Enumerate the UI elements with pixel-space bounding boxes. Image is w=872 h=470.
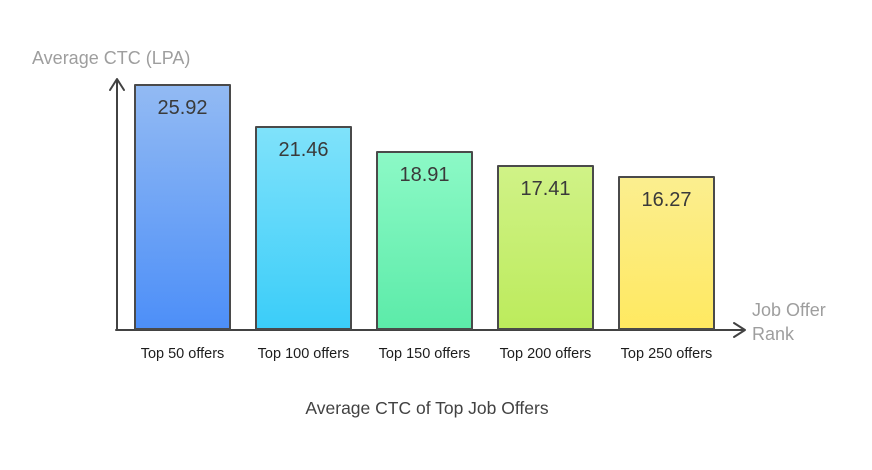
x-axis-title-line1: Job Offer xyxy=(752,300,826,320)
bar-top-200-offers: 17.41 xyxy=(497,165,594,330)
y-axis-title: Average CTC (LPA) xyxy=(32,48,191,68)
x-tick-label: Top 100 offers xyxy=(257,346,350,362)
x-tick-label: Top 150 offers xyxy=(378,346,471,362)
x-axis-title: Job Offer Rank xyxy=(752,298,826,346)
x-tick-label: Top 50 offers xyxy=(140,346,225,362)
bar-value-label: 16.27 xyxy=(641,189,692,211)
x-tick-label: Top 250 offers xyxy=(620,346,713,362)
bar-top-100-offers: 21.46 xyxy=(255,126,352,330)
bar-top-150-offers: 18.91 xyxy=(376,151,473,330)
bar-value-label: 17.41 xyxy=(520,178,571,200)
bar-top-50-offers: 25.92 xyxy=(134,84,231,330)
bar-value-label: 21.46 xyxy=(278,139,329,161)
x-tick-label: Top 200 offers xyxy=(499,346,592,362)
x-axis-title-line2: Rank xyxy=(752,324,795,344)
y-axis-arrow-icon xyxy=(109,78,125,91)
bar-top-250-offers: 16.27 xyxy=(618,176,715,330)
x-axis-arrow-icon xyxy=(733,322,746,338)
bar-value-label: 18.91 xyxy=(399,164,450,186)
bar-value-label: 25.92 xyxy=(157,97,208,119)
chart-title: Average CTC of Top Job Offers xyxy=(305,398,549,418)
